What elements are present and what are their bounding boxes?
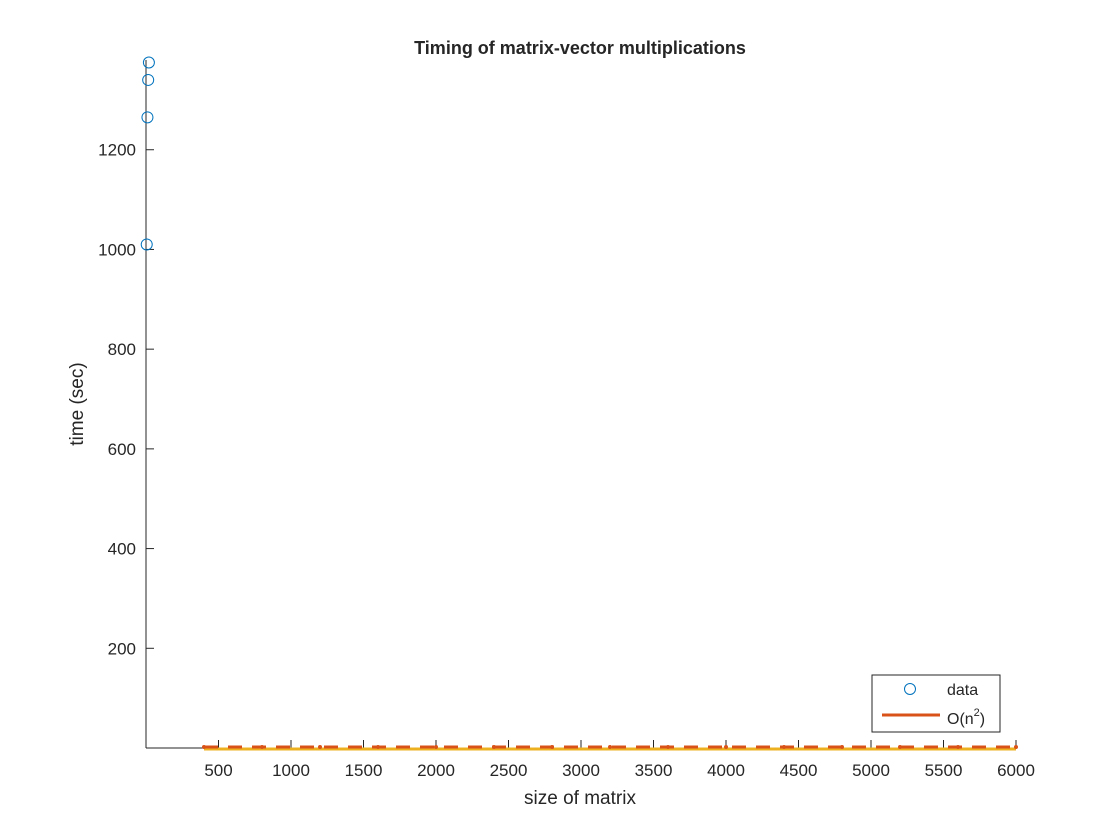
series-fit-point [666, 745, 670, 749]
y-tick-label: 800 [108, 340, 136, 359]
legend-box [871, 674, 1001, 733]
x-tick-label: 4500 [780, 761, 818, 780]
series-data-point [142, 73, 155, 86]
y-tick-label: 1000 [98, 240, 136, 259]
x-tick-label: 4000 [707, 761, 745, 780]
series-data-point [142, 56, 155, 69]
y-tick-label: 200 [108, 639, 136, 658]
legend-fit-marker [909, 713, 913, 717]
x-ticks: 500 1000 1500 2000 2500 3000 3500 4000 4500 5000 5… [204, 740, 1035, 780]
x-tick-label: 2000 [417, 761, 455, 780]
y-tick-label: 600 [108, 440, 136, 459]
legend-fit-base: O(n [947, 711, 974, 728]
series-fit-point [1014, 745, 1018, 749]
x-tick-label: 5000 [852, 761, 890, 780]
series-data-point [140, 238, 153, 251]
series-fit-point [840, 745, 844, 749]
x-tick-label: 1000 [272, 761, 310, 780]
y-axis-label: time (sec) [67, 362, 88, 445]
legend-fit-tail: ) [980, 711, 985, 728]
x-tick-label: 3500 [635, 761, 673, 780]
series-data-point [141, 111, 154, 124]
x-tick-label: 2500 [490, 761, 528, 780]
y-ticks: 200 400 600 800 1000 1200 [98, 141, 154, 658]
series-fit-point [492, 745, 496, 749]
legend-data-label: data [947, 682, 978, 699]
series-fit-point [782, 745, 786, 749]
series-fit-point [318, 745, 322, 749]
series-fit-point [898, 745, 902, 749]
x-tick-label: 5500 [925, 761, 963, 780]
series-fit-point [550, 745, 554, 749]
y-tick-label: 400 [108, 540, 136, 559]
legend-fit-label: O(n2) [947, 707, 985, 728]
series-fit-point [724, 745, 728, 749]
plot-area: 500 1000 1500 2000 2500 3000 3500 4000 4500 5000 5… [98, 56, 1035, 780]
series-fit-point [202, 745, 206, 749]
series-fit-point [956, 745, 960, 749]
y-tick-label: 1200 [98, 141, 136, 160]
series-fit-point [260, 745, 264, 749]
legend: data O(n2) [871, 674, 1001, 733]
x-axis-label: size of matrix [524, 788, 636, 809]
chart-title: Timing of matrix-vector multiplications [414, 38, 746, 58]
x-tick-label: 3000 [562, 761, 600, 780]
series-fit-point [608, 745, 612, 749]
series-fit-point [434, 745, 438, 749]
legend-data-marker [904, 683, 916, 695]
legend-fit-sup: 2 [974, 707, 980, 719]
series-layer [140, 56, 1018, 751]
series-fit-point [376, 745, 380, 749]
x-tick-label: 6000 [997, 761, 1035, 780]
x-tick-label: 1500 [345, 761, 383, 780]
x-tick-label: 500 [204, 761, 232, 780]
